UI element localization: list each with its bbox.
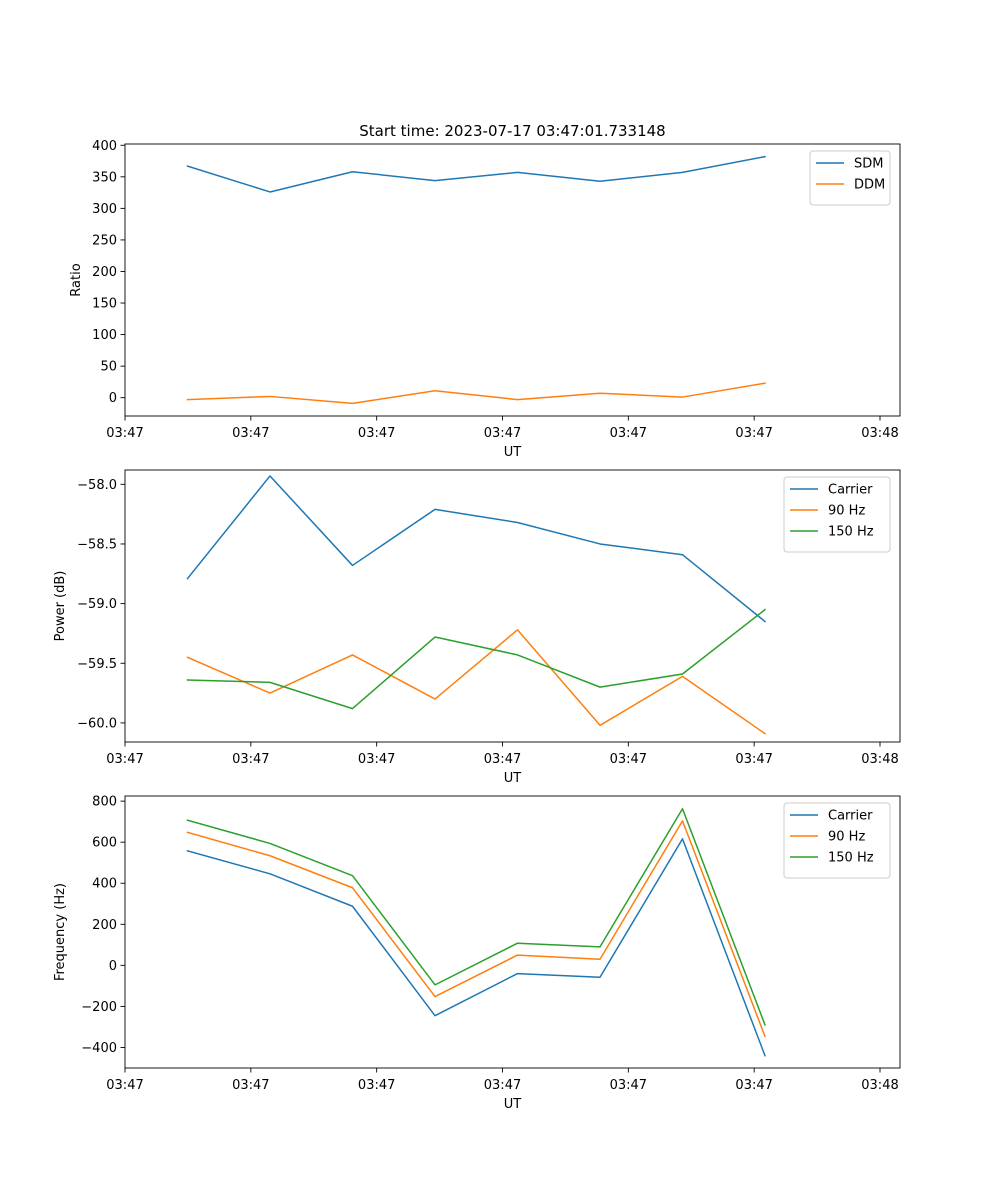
x-axis-label: UT — [504, 445, 522, 460]
y-axis-label: Power (dB) — [53, 571, 68, 642]
legend: Carrier 90 Hz 150 Hz — [783, 476, 891, 553]
legend: SDM DDM — [809, 150, 891, 206]
y-tick-label: 300 — [92, 202, 117, 217]
x-tick-label: 03:47 — [735, 426, 772, 441]
y-tick-label: 250 — [92, 233, 117, 248]
chart-panel-2: 03:47 03:47 03:47 03:47 03:47 03:47 03:48 −60.0… — [53, 469, 901, 786]
x-tick-label: 03:47 — [610, 1078, 647, 1093]
legend-box — [783, 802, 891, 879]
x-tick-label: 03:47 — [106, 1078, 143, 1093]
legend-label: 150 Hz — [828, 851, 874, 866]
x-tick-label: 03:47 — [232, 1078, 269, 1093]
y-tick-label: 0 — [109, 959, 117, 974]
chart-panel-3: 03:47 03:47 03:47 03:47 03:47 03:47 03:48 −400 −… — [53, 795, 901, 1112]
series-line-90-hz — [186, 820, 766, 1038]
y-axis-label: Ratio — [69, 263, 84, 296]
y-tick-label: 50 — [100, 360, 117, 375]
series-line-150-hz — [186, 807, 766, 1026]
legend-label: 90 Hz — [828, 830, 865, 845]
x-tick-label: 03:47 — [232, 426, 269, 441]
y-tick-label: −60.0 — [77, 716, 117, 731]
x-tick-label: 03:47 — [735, 1078, 772, 1093]
legend-label: SDM — [854, 157, 883, 172]
chart-title: Start time: 2023-07-17 03:47:01.733148 — [359, 122, 665, 140]
y-tick-label: −400 — [81, 1041, 117, 1056]
y-tick-label: 0 — [109, 391, 117, 406]
y-tick-label: 400 — [92, 139, 117, 154]
x-tick-label: 03:47 — [484, 752, 521, 767]
axes-frame — [124, 143, 901, 417]
legend-label: 90 Hz — [828, 504, 865, 519]
y-tick-label: 200 — [92, 265, 117, 280]
x-tick-label: 03:47 — [610, 752, 647, 767]
legend-label: Carrier — [828, 809, 873, 824]
x-tick-label: 03:47 — [358, 1078, 395, 1093]
x-tick-label: 03:47 — [358, 752, 395, 767]
x-tick-label: 03:47 — [358, 426, 395, 441]
series-line-ddm — [186, 382, 766, 405]
x-tick-label: 03:47 — [232, 752, 269, 767]
axes-frame — [124, 469, 901, 743]
y-tick-label: −58.5 — [77, 537, 117, 552]
y-tick-label: −200 — [81, 1000, 117, 1015]
legend-box — [783, 476, 891, 553]
y-tick-label: −58.0 — [77, 478, 117, 493]
y-tick-label: 800 — [92, 795, 117, 810]
x-tick-label: 03:48 — [861, 426, 898, 441]
legend-label: 150 Hz — [828, 525, 874, 540]
y-tick-label: 400 — [92, 877, 117, 892]
series-line-sdm — [186, 155, 766, 193]
series-line-150-hz — [186, 608, 767, 710]
x-tick-label: 03:47 — [106, 752, 143, 767]
y-axis-label: Frequency (Hz) — [53, 883, 68, 981]
legend: Carrier 90 Hz 150 Hz — [783, 802, 891, 879]
x-tick-label: 03:48 — [861, 1078, 898, 1093]
x-tick-label: 03:47 — [610, 426, 647, 441]
series-line-carrier — [186, 475, 767, 623]
x-axis-label: UT — [504, 771, 522, 786]
x-tick-label: 03:48 — [861, 752, 898, 767]
x-tick-label: 03:47 — [106, 426, 143, 441]
y-tick-label: 600 — [92, 836, 117, 851]
y-tick-label: 350 — [92, 170, 117, 185]
x-tick-label: 03:47 — [735, 752, 772, 767]
x-tick-label: 03:47 — [484, 426, 521, 441]
chart-panel-1: 03:47 03:47 03:47 03:47 03:47 03:47 03:48 0 50 10… — [69, 139, 901, 460]
legend-box — [809, 150, 891, 206]
legend-label: DDM — [854, 178, 885, 193]
series-line-carrier — [186, 838, 766, 1057]
y-tick-label: 200 — [92, 918, 117, 933]
x-axis-label: UT — [504, 1097, 522, 1112]
y-tick-label: −59.5 — [77, 657, 117, 672]
y-tick-label: 150 — [92, 297, 117, 312]
y-tick-label: −59.0 — [77, 597, 117, 612]
x-tick-label: 03:47 — [484, 1078, 521, 1093]
y-tick-label: 100 — [92, 328, 117, 343]
legend-label: Carrier — [828, 483, 873, 498]
axes-frame — [124, 795, 901, 1069]
